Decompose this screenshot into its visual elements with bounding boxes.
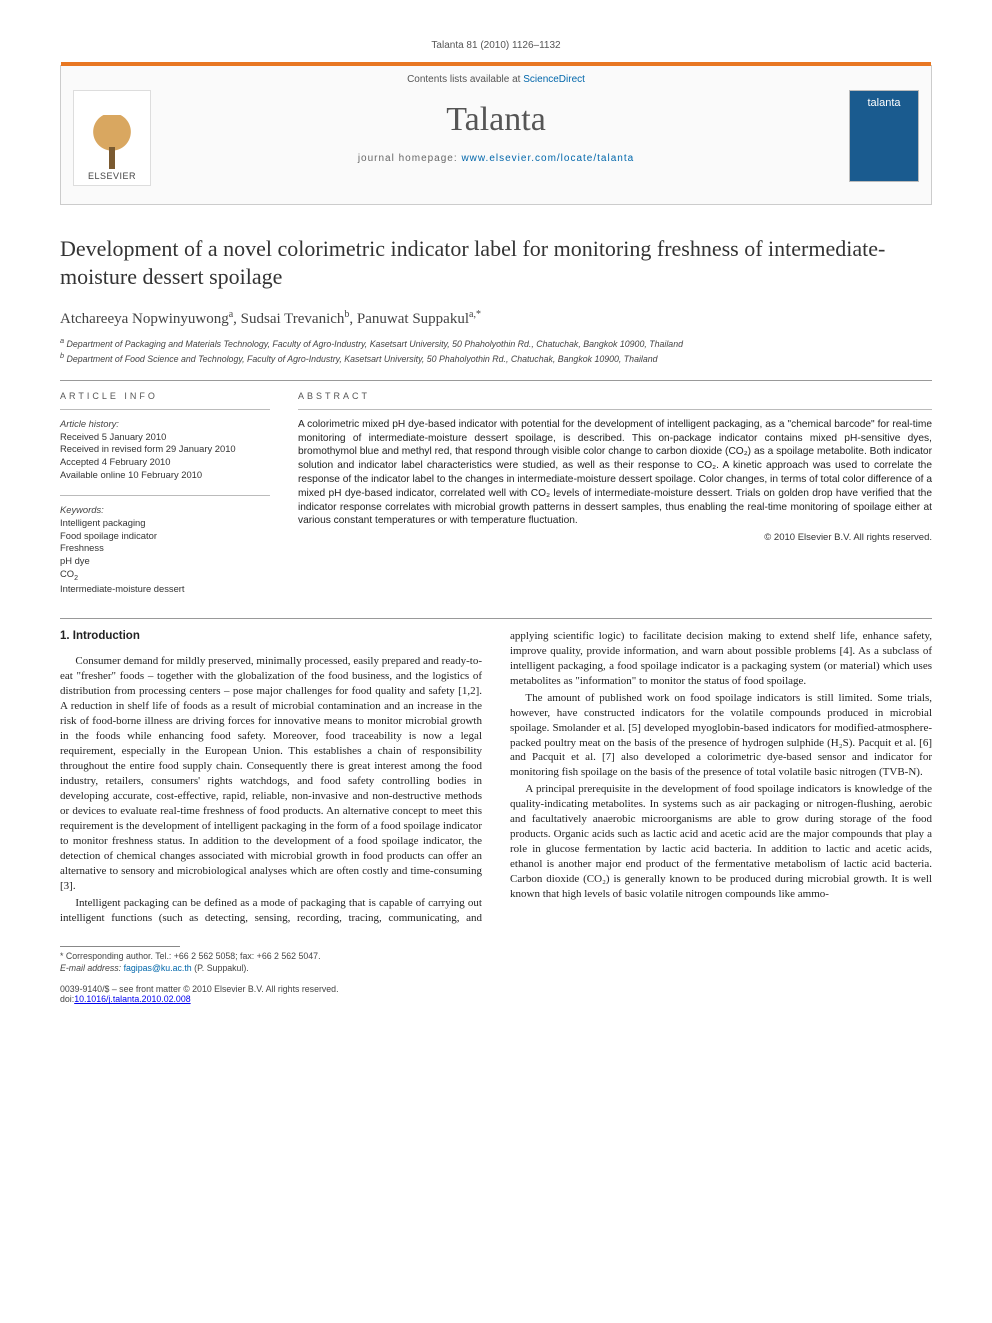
history-header: Article history: [60,418,270,431]
keyword: pH dye [60,555,270,568]
abstract-column: ABSTRACT A colorimetric mixed pH dye-bas… [298,391,932,610]
corr-author-line: * Corresponding author. Tel.: +66 2 562 … [60,951,932,963]
contents-available-line: Contents lists available at ScienceDirec… [61,66,931,85]
affiliations: a Department of Packaging and Materials … [60,336,932,366]
affiliation-b: b Department of Food Science and Technol… [60,351,932,366]
abstract-text: A colorimetric mixed pH dye-based indica… [298,418,932,528]
keyword: CO2 [60,568,270,583]
keyword: Intelligent packaging [60,517,270,530]
history-accepted: Accepted 4 February 2010 [60,456,270,469]
affiliation-a: a Department of Packaging and Materials … [60,336,932,351]
author-1: Atchareeya Nopwinyuwong [60,311,229,327]
intro-paragraph-3: The amount of published work on food spo… [510,691,932,781]
abstract-copyright: © 2010 Elsevier B.V. All rights reserved… [298,532,932,543]
email-label: E-mail address: [60,963,121,973]
section-heading-introduction: 1. Introduction [60,629,482,645]
running-header: Talanta 81 (2010) 1126–1132 [60,40,932,51]
article-title: Development of a novel colorimetric indi… [60,235,932,291]
abstract-label: ABSTRACT [298,391,932,401]
journal-cover-thumbnail: talanta [849,90,919,182]
journal-masthead: ELSEVIER talanta Contents lists availabl… [60,65,932,205]
intro-paragraph-1: Consumer demand for mildly preserved, mi… [60,654,482,893]
article-history: Article history: Received 5 January 2010… [60,418,270,481]
journal-title: Talanta [61,101,931,139]
keyword: Food spoilage indicator [60,530,270,543]
article-info-label: ARTICLE INFO [60,391,270,401]
corresponding-author-footnote: * Corresponding author. Tel.: +66 2 562 … [60,946,932,975]
divider [60,380,932,381]
publisher-logo: ELSEVIER [73,90,151,186]
keyword: Freshness [60,542,270,555]
article-info-column: ARTICLE INFO Article history: Received 5… [60,391,270,610]
history-revised: Received in revised form 29 January 2010 [60,443,270,456]
corr-email-line: E-mail address: fagipas@ku.ac.th (P. Sup… [60,963,932,975]
footnote-rule [60,946,180,947]
front-matter-line: 0039-9140/$ – see front matter © 2010 El… [60,984,339,994]
intro-paragraph-4: A principal prerequisite in the developm… [510,782,932,902]
divider [60,618,932,619]
history-received: Received 5 January 2010 [60,431,270,444]
keywords-block: Keywords: Intelligent packaging Food spo… [60,504,270,596]
cover-title: talanta [867,97,900,109]
history-online: Available online 10 February 2010 [60,469,270,482]
sciencedirect-link[interactable]: ScienceDirect [523,74,585,85]
journal-homepage-line: journal homepage: www.elsevier.com/locat… [61,153,931,164]
author-2: Sudsai Trevanich [241,311,345,327]
publisher-name: ELSEVIER [88,171,136,181]
homepage-prefix: journal homepage: [358,153,462,164]
page-footer: 0039-9140/$ – see front matter © 2010 El… [60,984,932,1004]
elsevier-tree-icon [87,115,137,171]
author-list: Atchareeya Nopwinyuwonga, Sudsai Trevani… [60,309,932,328]
doi-link[interactable]: 10.1016/j.talanta.2010.02.008 [74,994,190,1004]
email-suffix: (P. Suppakul). [194,963,249,973]
keywords-header: Keywords: [60,504,270,517]
masthead-accent-bar [61,62,931,66]
contents-prefix: Contents lists available at [407,74,523,85]
article-body: 1. Introduction Consumer demand for mild… [60,629,932,926]
keyword: Intermediate-moisture dessert [60,583,270,596]
corr-email-link[interactable]: fagipas@ku.ac.th [124,963,192,973]
journal-homepage-link[interactable]: www.elsevier.com/locate/talanta [461,153,634,164]
doi-line: doi:10.1016/j.talanta.2010.02.008 [60,994,339,1004]
author-3-corresponding: Panuwat Suppakul [357,311,469,327]
